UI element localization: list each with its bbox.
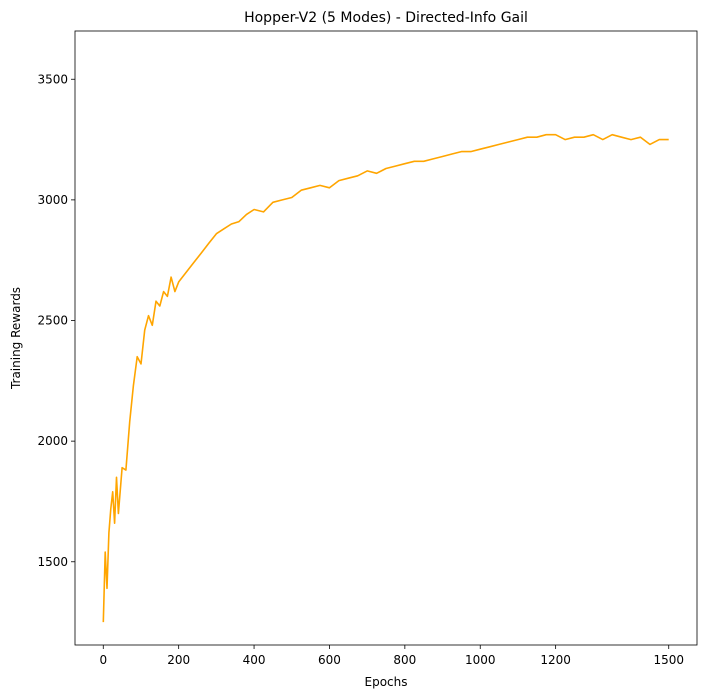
- y-tick-label: 2000: [37, 434, 68, 448]
- x-tick-label: 400: [243, 653, 266, 667]
- x-tick-label: 600: [318, 653, 341, 667]
- y-axis-label: Training Rewards: [9, 287, 23, 390]
- y-tick-label: 3000: [37, 193, 68, 207]
- x-tick-label: 0: [99, 653, 107, 667]
- x-axis-label: Epochs: [365, 675, 408, 689]
- x-tick-label: 200: [167, 653, 190, 667]
- x-tick-label: 1200: [540, 653, 571, 667]
- series-group: [102, 133, 669, 623]
- x-ticks: 0 200 400 600 800 1000 1200 1500: [99, 645, 684, 667]
- plot-area: [75, 31, 697, 645]
- axes-frame: [74, 30, 698, 646]
- x-tick-label: 1500: [653, 653, 684, 667]
- y-ticks: 1500 2000 2500 3000 3500: [37, 72, 75, 569]
- series-line-0: [102, 133, 669, 623]
- x-tick-label: 1000: [465, 653, 496, 667]
- x-tick-label: 800: [393, 653, 416, 667]
- y-tick-label: 3500: [37, 72, 68, 86]
- y-tick-label: 1500: [37, 555, 68, 569]
- chart-title: Hopper-V2 (5 Modes) - Directed-Info Gail: [244, 10, 528, 26]
- y-tick-label: 2500: [37, 314, 68, 328]
